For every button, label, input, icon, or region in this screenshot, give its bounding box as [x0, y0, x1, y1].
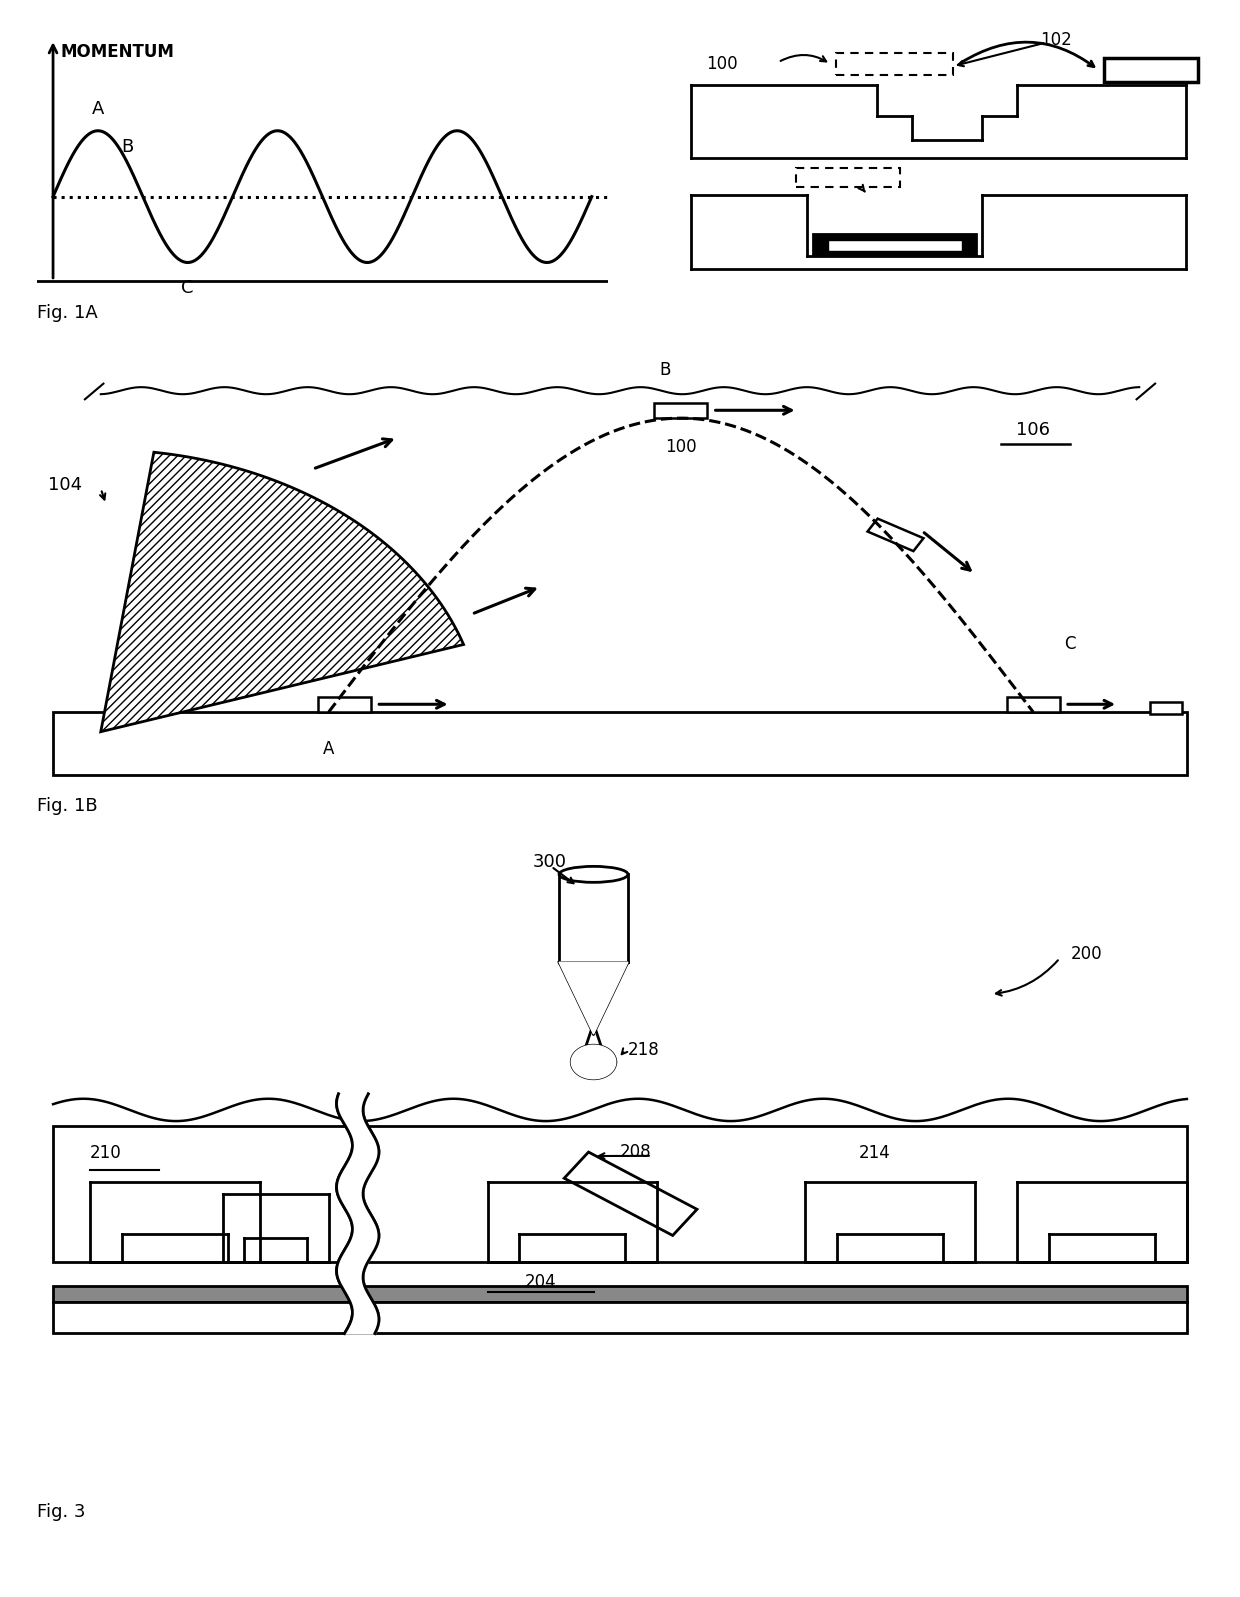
Text: MOMENTUM: MOMENTUM [61, 43, 175, 61]
Text: 106: 106 [1017, 422, 1050, 439]
Text: A: A [92, 99, 104, 118]
Text: A: A [322, 739, 335, 757]
Text: 204: 204 [525, 1273, 557, 1290]
Text: 210: 210 [91, 1143, 122, 1163]
Bar [827, 240, 962, 251]
Text: 100: 100 [706, 54, 738, 73]
Polygon shape [100, 452, 464, 731]
Polygon shape [1007, 696, 1060, 712]
Text: Fig. 1B: Fig. 1B [37, 797, 98, 816]
Bar [53, 712, 1187, 775]
Text: 200: 200 [1070, 945, 1102, 963]
Text: B: B [120, 139, 133, 157]
Bar [836, 53, 954, 75]
Polygon shape [317, 696, 371, 712]
Text: 208: 208 [620, 1143, 652, 1161]
Polygon shape [564, 1151, 697, 1236]
Polygon shape [1149, 703, 1182, 714]
Polygon shape [655, 402, 707, 418]
Bar [1105, 59, 1198, 81]
Ellipse shape [559, 866, 627, 883]
Text: 214: 214 [858, 1143, 890, 1163]
Bar [53, 1126, 1187, 1262]
Polygon shape [572, 1046, 616, 1078]
Bar [796, 168, 900, 187]
Text: Fig. 3: Fig. 3 [37, 1503, 86, 1522]
Text: C: C [1065, 636, 1076, 653]
Bar [53, 1302, 1187, 1333]
Text: 100: 100 [665, 438, 697, 455]
Bar [813, 233, 976, 254]
Text: 102: 102 [1040, 30, 1073, 50]
Text: 300: 300 [533, 853, 567, 872]
Text: Fig. 1A: Fig. 1A [37, 303, 98, 323]
Bar [53, 1286, 1187, 1302]
Polygon shape [559, 961, 627, 1035]
Text: B: B [660, 361, 671, 378]
Text: 218: 218 [627, 1041, 660, 1059]
Text: 104: 104 [48, 476, 82, 493]
Text: C: C [181, 278, 193, 297]
Polygon shape [868, 519, 924, 551]
